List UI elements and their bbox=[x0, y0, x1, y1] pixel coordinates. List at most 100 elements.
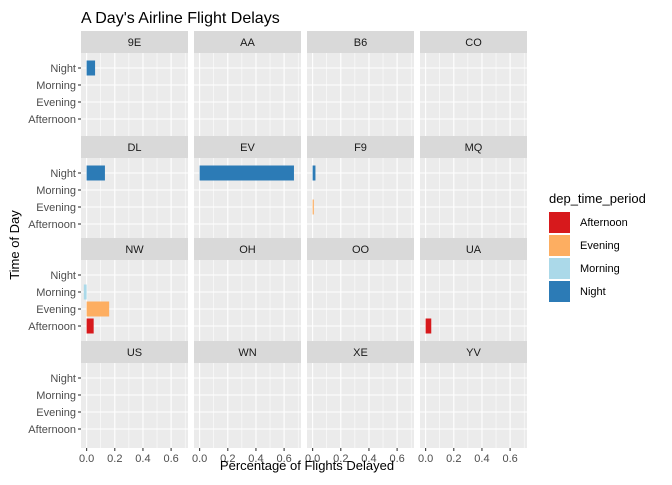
y-tick-label: Night bbox=[50, 270, 76, 282]
legend-label: Morning bbox=[580, 263, 620, 275]
bar-ua-afternoon bbox=[425, 318, 432, 334]
facet-label: NW bbox=[125, 244, 144, 256]
panel-background bbox=[194, 363, 301, 448]
bar-nw-afternoon bbox=[86, 318, 94, 334]
facet-strip bbox=[81, 341, 188, 363]
legend-key-night bbox=[549, 281, 570, 302]
y-tick-label: Morning bbox=[36, 287, 76, 299]
x-tick-label: 0.0 bbox=[192, 453, 207, 465]
panel-background bbox=[307, 363, 414, 448]
facet-strip bbox=[81, 238, 188, 260]
panel-background bbox=[420, 158, 527, 243]
facet-label: MQ bbox=[465, 142, 483, 154]
facet-label: DL bbox=[127, 142, 141, 154]
x-tick-label: 0.4 bbox=[135, 453, 150, 465]
facet-label: B6 bbox=[354, 37, 367, 49]
panel-background bbox=[307, 260, 414, 345]
legend-key-afternoon bbox=[549, 212, 570, 233]
y-tick-label: Night bbox=[50, 373, 76, 385]
facet-strip bbox=[194, 136, 301, 158]
facet-label: US bbox=[127, 347, 142, 359]
y-tick-label: Morning bbox=[36, 390, 76, 402]
x-tick-label: 0.6 bbox=[163, 453, 178, 465]
x-tick-label: 0.0 bbox=[418, 453, 433, 465]
y-tick-label: Evening bbox=[36, 304, 76, 316]
panel-background bbox=[420, 363, 527, 448]
bar-f9-night bbox=[312, 165, 316, 181]
facet-label: OO bbox=[352, 244, 370, 256]
x-tick-label: 0.6 bbox=[502, 453, 517, 465]
y-tick-label: Afternoon bbox=[28, 219, 76, 231]
facet-strip bbox=[307, 136, 414, 158]
facet-strip bbox=[420, 238, 527, 260]
panel-background bbox=[81, 53, 188, 138]
facet-strip bbox=[81, 136, 188, 158]
bar-ev-night bbox=[199, 165, 294, 181]
facet-strip bbox=[307, 31, 414, 53]
bar-nw-morning bbox=[83, 284, 87, 300]
y-tick-label: Evening bbox=[36, 202, 76, 214]
panel-background bbox=[194, 260, 301, 345]
y-tick-label: Evening bbox=[36, 407, 76, 419]
y-tick-label: Afternoon bbox=[28, 114, 76, 126]
facet-strip bbox=[307, 238, 414, 260]
y-tick-label: Evening bbox=[36, 97, 76, 109]
legend-title: dep_time_period bbox=[549, 191, 646, 206]
facet-label: F9 bbox=[354, 142, 367, 154]
x-tick-label: 0.2 bbox=[446, 453, 461, 465]
bar-dl-night bbox=[86, 165, 105, 181]
x-tick-label: 0.6 bbox=[276, 453, 291, 465]
panel-background bbox=[194, 53, 301, 138]
bar-nw-evening bbox=[86, 301, 110, 317]
bar-9e-night bbox=[86, 60, 96, 76]
x-tick-label: 0.2 bbox=[333, 453, 348, 465]
x-axis-title: Percentage of Flights Delayed bbox=[220, 458, 394, 473]
x-tick-label: 0.0 bbox=[79, 453, 94, 465]
facet-strip bbox=[194, 341, 301, 363]
y-tick-label: Night bbox=[50, 63, 76, 75]
facet-strip bbox=[194, 238, 301, 260]
panel-background bbox=[307, 53, 414, 138]
legend-label: Evening bbox=[580, 240, 620, 252]
facet-label: YV bbox=[466, 347, 481, 359]
legend-key-morning bbox=[549, 258, 570, 279]
legend-label: Night bbox=[580, 286, 606, 298]
x-tick-label: 0.4 bbox=[474, 453, 489, 465]
y-tick-label: Morning bbox=[36, 80, 76, 92]
x-tick-label: 0.4 bbox=[361, 453, 376, 465]
facet-label: 9E bbox=[128, 37, 141, 49]
x-tick-label: 0.4 bbox=[248, 453, 263, 465]
facet-label: XE bbox=[353, 347, 368, 359]
facet-label: OH bbox=[239, 244, 256, 256]
chart-title: A Day's Airline Flight Delays bbox=[81, 10, 280, 27]
legend-key-evening bbox=[549, 235, 570, 256]
panel-background bbox=[420, 260, 527, 345]
facet-strip bbox=[420, 31, 527, 53]
y-tick-label: Morning bbox=[36, 185, 76, 197]
facet-label: EV bbox=[240, 142, 255, 154]
x-tick-label: 0.2 bbox=[107, 453, 122, 465]
y-tick-label: Night bbox=[50, 168, 76, 180]
facet-strip bbox=[194, 31, 301, 53]
x-tick-label: 0.2 bbox=[220, 453, 235, 465]
facet-label: AA bbox=[240, 37, 255, 49]
panel-background bbox=[420, 53, 527, 138]
facet-strip bbox=[81, 31, 188, 53]
x-tick-label: 0.0 bbox=[305, 453, 320, 465]
facet-label: UA bbox=[466, 244, 482, 256]
facet-strip bbox=[420, 341, 527, 363]
bar-f9-evening bbox=[312, 199, 314, 215]
legend-label: Afternoon bbox=[580, 217, 628, 229]
panel-background bbox=[307, 158, 414, 243]
facet-strip bbox=[420, 136, 527, 158]
y-axis-title: Time of Day bbox=[7, 210, 22, 280]
x-tick-label: 0.6 bbox=[389, 453, 404, 465]
y-tick-label: Afternoon bbox=[28, 424, 76, 436]
panel-background bbox=[81, 363, 188, 448]
y-tick-label: Afternoon bbox=[28, 321, 76, 333]
facet-label: WN bbox=[238, 347, 256, 359]
facet-strip bbox=[307, 341, 414, 363]
facet-label: CO bbox=[465, 37, 482, 49]
